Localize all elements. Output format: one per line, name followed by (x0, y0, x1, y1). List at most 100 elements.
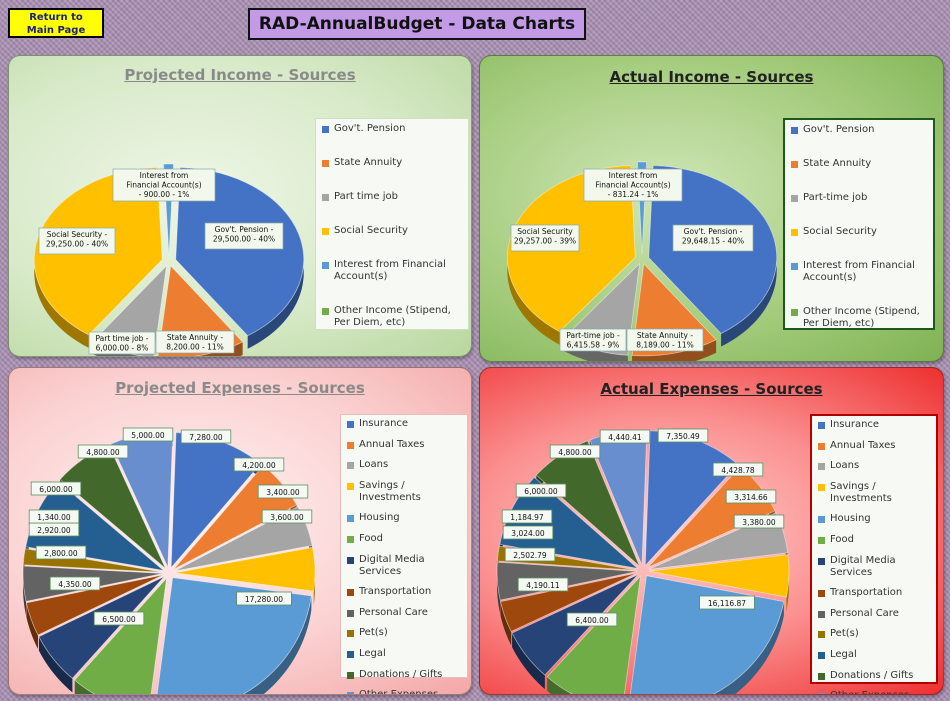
legend-swatch (791, 309, 798, 316)
actual-expenses-panel: Actual Expenses - Sources 7,350.49 4,428.… (479, 367, 944, 695)
actual-expenses-sources-label-box-11 (515, 483, 567, 498)
actual-expenses-sources-label-box-4 (733, 514, 785, 529)
return-label-line1: Return to (29, 12, 83, 23)
actual-expenses-sources-slice-food (546, 575, 642, 694)
actual-expenses-sources-data-label-legal: 6,000.00 (524, 487, 558, 496)
legend-entry-interest-from-financial-account-s: Interest from Financial Account(s) (791, 260, 927, 284)
legend-entry-insurance: Insurance (818, 419, 930, 431)
actual-expenses-sources-label-box-8 (504, 547, 556, 562)
actual-income-sources-data-label-2-line-1: State Annuity - (637, 331, 693, 340)
actual-income-sources-data-label-4-line-2: 29,257.00 - 39% (514, 237, 576, 246)
legend-entry-digital-media-services: Digital Media Services (347, 554, 461, 578)
legend-label: State Annuity (803, 158, 872, 169)
legend-swatch (347, 692, 354, 694)
actual-income-title: Actual Income - Sources (609, 68, 814, 86)
legend-swatch (347, 671, 354, 679)
projected-income-sources-data-label-2-line-2: 8,200.00 - 11% (166, 343, 224, 352)
legend-swatch (818, 516, 825, 524)
projected-expenses-sources-data-label-digital-media-services: 4,350.00 (58, 580, 92, 589)
legend-swatch (347, 609, 354, 617)
actual-income-panel: Actual Income - Sources Gov't. Pension -… (479, 55, 944, 362)
actual-income-sources-data-label-3-line-2: 6,415.58 - 9% (567, 341, 620, 350)
projected-expenses-sources-data-label-food: 6,500.00 (102, 615, 136, 624)
return-to-main-page-button[interactable]: Return to Main Page (8, 8, 104, 38)
legend-swatch (818, 590, 825, 598)
projected-income-sources-label-box-5 (112, 168, 216, 202)
projected-expenses-pie: 7,280.00 4,200.00 3,400.00 3,600.00 17,280.0… (22, 427, 316, 694)
legend-label: Annual Taxes (359, 438, 425, 450)
projected-expenses-sources-label-box-4 (261, 509, 313, 524)
legend-entry-interest-from-financial-account-s: Interest from Financial Account(s) (322, 259, 462, 283)
legend-swatch (791, 263, 798, 270)
projected-income-sources-data-label-4-line-1: Social Security - (47, 230, 108, 239)
legend-label: Interest from Financial Account(s) (334, 259, 446, 282)
legend-swatch (818, 536, 825, 544)
projected-expenses-sources-data-label-pet-s: 1,340.00 (37, 513, 71, 522)
legend-entry-part-time-job: Part-time job (791, 192, 927, 204)
legend-entry-state-annuity: State Annuity (322, 157, 462, 169)
projected-income-title: Projected Income - Sources (124, 66, 356, 84)
actual-expenses-sources-label-box-7 (517, 577, 569, 592)
projected-expenses-sources-data-label-personal-care: 2,920.00 (37, 526, 71, 535)
legend-label: Digital Media Services (830, 554, 896, 578)
projected-expenses-sources-data-label-savings-investments: 3,600.00 (270, 513, 304, 522)
legend-label: Transportation (359, 586, 432, 598)
projected-income-sources-data-label-3-line-2: 6,000.00 - 8% (96, 344, 149, 353)
page-title: RAD-AnnualBudget - Data Charts (248, 8, 586, 40)
projected-expenses-sources-label-box-5 (236, 591, 292, 606)
projected-expenses-title: Projected Expenses - Sources (115, 379, 365, 397)
actual-expenses-sources-data-label-insurance: 7,350.49 (666, 432, 700, 441)
legend-entry-food: Food (347, 533, 461, 545)
projected-expenses-sources-data-label-loans: 3,400.00 (266, 488, 300, 497)
projected-income-sources-label-box-3 (88, 331, 156, 355)
legend-swatch (347, 441, 354, 449)
legend-entry-transportation: Transportation (347, 586, 461, 598)
projected-expenses-sources-data-label-annual-taxes: 4,200.00 (242, 461, 276, 470)
legend-entry-insurance: Insurance (347, 418, 461, 430)
legend-entry-legal: Legal (347, 648, 461, 660)
legend-swatch (791, 195, 798, 202)
actual-income-sources-data-label-1-line-1: Gov't. Pension - (684, 227, 743, 236)
actual-expenses-sources-label-box-5 (699, 595, 755, 610)
actual-expenses-sources-slice-side-personal-care (497, 562, 501, 615)
actual-expenses-sources-label-box-13 (599, 429, 651, 444)
legend-swatch (818, 631, 825, 639)
actual-income-sources-data-label-5-line-3: - 831.24 - 1% (608, 190, 659, 199)
projected-income-panel: Projected Income - Sources Gov't. Pensio… (8, 55, 472, 357)
legend-label: Personal Care (830, 607, 899, 619)
projected-expenses-sources-data-label-housing: 17,280.00 (245, 595, 283, 604)
actual-expenses-sources-data-label-transportation: 2,502.79 (513, 551, 547, 560)
projected-income-legend: Gov't. Pension State Annuity Part time job… (315, 118, 469, 330)
projected-expenses-sources-data-label-transportation: 2,800.00 (44, 549, 78, 558)
actual-income-sources-data-label-5-line-1: Interest from (609, 171, 658, 180)
legend-entry-annual-taxes: Annual Taxes (818, 440, 930, 452)
legend-entry-savings-investments: Savings / Investments (818, 481, 930, 505)
actual-expenses-sources-label-box-1 (657, 428, 709, 443)
projected-expenses-sources-slice-housing (156, 577, 312, 694)
legend-entry-social-security: Social Security (791, 226, 927, 238)
actual-expenses-sources-slice-housing (629, 575, 785, 694)
projected-expenses-panel: Projected Expenses - Sources 7,280.00 4,2… (8, 367, 472, 695)
legend-label: Transportation (830, 587, 903, 599)
actual-expenses-sources-data-label-donations-gifts: 4,800.00 (558, 448, 592, 457)
projected-expenses-sources-slice-digital-media-services (38, 576, 165, 679)
legend-swatch (347, 421, 354, 428)
legend-entry-donations-gifts: Donations / Gifts (818, 670, 930, 682)
legend-entry-housing: Housing (818, 513, 930, 525)
legend-swatch (818, 483, 825, 491)
legend-swatch (818, 442, 825, 450)
projected-expenses-sources-slice-side-digital-media-services (38, 636, 73, 693)
actual-income-sources-data-label-1-line-2: 29,648.15 - 40% (682, 237, 744, 246)
legend-swatch (791, 127, 798, 134)
legend-entry-state-annuity: State Annuity (791, 158, 927, 170)
legend-swatch (818, 672, 825, 680)
projected-income-sources-label-box-1 (204, 222, 284, 250)
projected-expenses-sources-label-box-3 (257, 484, 309, 499)
actual-income-sources-data-label-3-line-1: Part-time job - (566, 331, 620, 340)
legend-swatch (322, 262, 329, 269)
legend-swatch (322, 228, 329, 235)
legend-label: State Annuity (334, 157, 403, 168)
legend-swatch (347, 630, 354, 638)
actual-expenses-legend: Insurance Annual Taxes Loans Savings / Inve… (810, 414, 938, 694)
legend-label: Housing (359, 512, 400, 524)
